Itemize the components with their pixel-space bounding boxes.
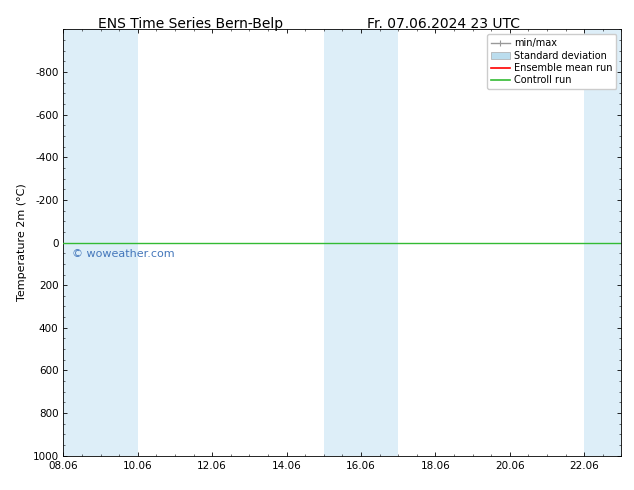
- Text: © woweather.com: © woweather.com: [72, 249, 175, 259]
- Text: Fr. 07.06.2024 23 UTC: Fr. 07.06.2024 23 UTC: [367, 17, 521, 31]
- Bar: [584, 29, 621, 456]
- Bar: [63, 29, 138, 456]
- Bar: [324, 29, 398, 456]
- Text: ENS Time Series Bern-Belp: ENS Time Series Bern-Belp: [98, 17, 283, 31]
- Y-axis label: Temperature 2m (°C): Temperature 2m (°C): [17, 184, 27, 301]
- Legend: min/max, Standard deviation, Ensemble mean run, Controll run: min/max, Standard deviation, Ensemble me…: [487, 34, 616, 89]
